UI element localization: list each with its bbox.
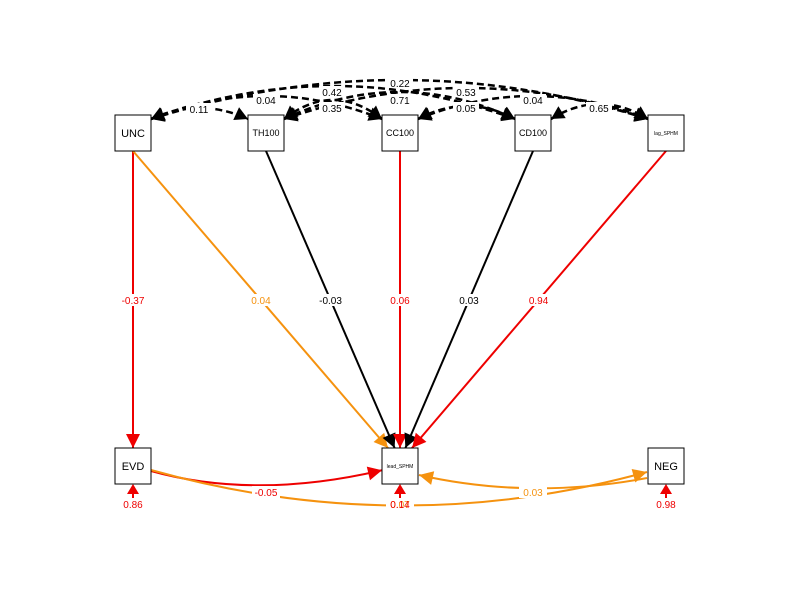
node-th100-box [247, 114, 285, 152]
node-lead-sphm-box [381, 447, 419, 485]
path-unc-to-evd-label-bg [119, 294, 147, 306]
path-th100-to-lead-sphm-label: -0.03 [319, 296, 342, 307]
node-lag-sphm: lag_SPHM [647, 114, 685, 152]
node-cc100: CC100 [381, 114, 419, 152]
covariance-label-bg-cc100-cd100 [453, 102, 479, 113]
covariance-label-bg-cc100-lag-sphm [520, 94, 546, 105]
node-unc-box [114, 114, 152, 152]
path-cc100-to-lead-sphm-label-bg [386, 294, 414, 306]
covariance-label-th100-lag-sphm: 0.53 [456, 88, 476, 99]
path-unc-to-lead-sphm-head [373, 432, 388, 448]
covariance-label-unc-cd100: 0.42 [322, 88, 342, 99]
covariance-label-th100-cd100: 0.71 [390, 96, 410, 107]
covariance-label-cd100-lag-sphm: 0.65 [589, 104, 609, 115]
node-lag-sphm-label: lag_SPHM [654, 131, 678, 137]
path-neg-to-lead-sphm-label: 0.03 [523, 488, 543, 499]
node-neg-box [647, 447, 685, 485]
covariance-label-th100-cc100: 0.04 [256, 96, 276, 107]
node-cd100: CD100 [514, 114, 552, 152]
node-unc: UNC [114, 114, 152, 152]
covariance-th100-lag-sphm-head-a [284, 108, 299, 122]
node-cd100-box [514, 114, 552, 152]
node-th100: TH100 [247, 114, 285, 152]
node-cc100-label: CC100 [386, 128, 414, 138]
path-neg-to-lead-sphm-head [419, 471, 435, 485]
path-th100-to-lead-sphm-head [382, 432, 396, 448]
path-lag-sphm-to-lead-sphm-label: 0.94 [529, 296, 549, 307]
covariance-cd100-lag-sphm-head-b [633, 106, 648, 119]
path-unc-to-lead-sphm-label-bg [246, 294, 275, 306]
path-evd-to-lead-sphm-head [366, 466, 382, 481]
covariance-cd100-lag-sphm-head-a [551, 106, 566, 119]
path-cd100-to-lead-sphm-label: 0.03 [459, 296, 479, 307]
node-neg: NEG [647, 447, 685, 485]
residual-lead-sphm-head [394, 484, 406, 494]
node-lead-sphm-label: lead_SPHM [387, 464, 414, 470]
path-th100-to-lead-sphm-label-bg [316, 294, 345, 306]
node-evd-label: EVD [122, 461, 145, 473]
path-lag-sphm-to-lead-sphm-label-bg [524, 294, 553, 306]
covariance-label-cc100-cd100: 0.05 [456, 104, 476, 115]
path-unc-to-lead-sphm-label: 0.04 [251, 296, 271, 307]
node-layer: UNC TH100 CC100 CD100 lag_SPHM EVD lead_SPHM NE… [114, 114, 685, 485]
covariance-label-bg-cd100-lag-sphm [586, 102, 612, 113]
residual-neg-head [660, 484, 672, 494]
node-evd-box [114, 447, 152, 485]
path-evd-to-lead-sphm-label: -0.05 [255, 488, 278, 499]
path-cc100-to-lead-sphm-label: 0.06 [390, 296, 410, 307]
path-evd-to-lead-sphm-label-bg [252, 486, 280, 498]
node-lead-sphm: lead_SPHM [381, 447, 419, 485]
path-evd-to-neg-label: 0.07 [390, 500, 410, 511]
covariance-label-bg-unc-cd100 [319, 86, 345, 97]
residual-lead-sphm-label: 0.14 [390, 500, 410, 511]
node-unc-label: UNC [121, 128, 145, 140]
path-cd100-to-lead-sphm-head [404, 432, 418, 448]
path-cc100-to-lead-sphm-head [393, 434, 407, 448]
path-evd-to-lead-sphm [150, 469, 383, 487]
covariance-label-bg-th100-cd100 [387, 94, 413, 105]
covariance-label-bg-unc-cc100 [319, 102, 345, 113]
residual-evd-label: 0.86 [123, 500, 143, 511]
covariance-label-bg-unc-lag-sphm [387, 77, 413, 88]
covariance-label-cc100-lag-sphm: 0.04 [523, 96, 543, 107]
path-evd-to-neg-label-bg [386, 498, 414, 510]
node-neg-label: NEG [654, 461, 678, 473]
covariance-label-bg-th100-lag-sphm [453, 86, 479, 97]
node-cd100-label: CD100 [519, 128, 547, 138]
covariance-label-unc-th100: 0.11 [190, 105, 209, 116]
node-cc100-box [381, 114, 419, 152]
path-neg-to-lead-sphm-label-bg [519, 486, 547, 498]
node-lag-sphm-box [647, 114, 685, 152]
node-evd: EVD [114, 447, 152, 485]
covariance-label-unc-lag-sphm: 0.22 [390, 79, 410, 90]
residual-neg-label: 0.98 [656, 500, 676, 511]
covariance-cc100-lag-sphm-head-a [418, 107, 433, 121]
covariance-label-unc-cc100: 0.35 [322, 104, 342, 115]
node-th100-label: TH100 [252, 128, 279, 138]
residual-evd-head [127, 484, 139, 494]
covariance-unc-lag-sphm-head-a [151, 108, 166, 122]
covariance-unc-th100-head-b [233, 107, 248, 121]
path-unc-to-evd-head [126, 434, 140, 448]
covariance-label-bg-th100-cc100 [253, 94, 279, 105]
path-cd100-to-lead-sphm-label-bg [454, 294, 483, 306]
label-layer: 0.11 0.04 0.35 0.42 0.71 0.22 0.53 0.05 0.04 0.65… [119, 77, 676, 511]
covariance-cc100-cd100-head-b [500, 106, 515, 120]
path-lag-sphm-to-lead-sphm-head [412, 432, 427, 448]
covariance-unc-cc100-head-b [367, 107, 382, 121]
path-unc-to-evd-label: -0.37 [122, 296, 145, 307]
covariance-label-bg-unc-th100 [186, 103, 212, 114]
